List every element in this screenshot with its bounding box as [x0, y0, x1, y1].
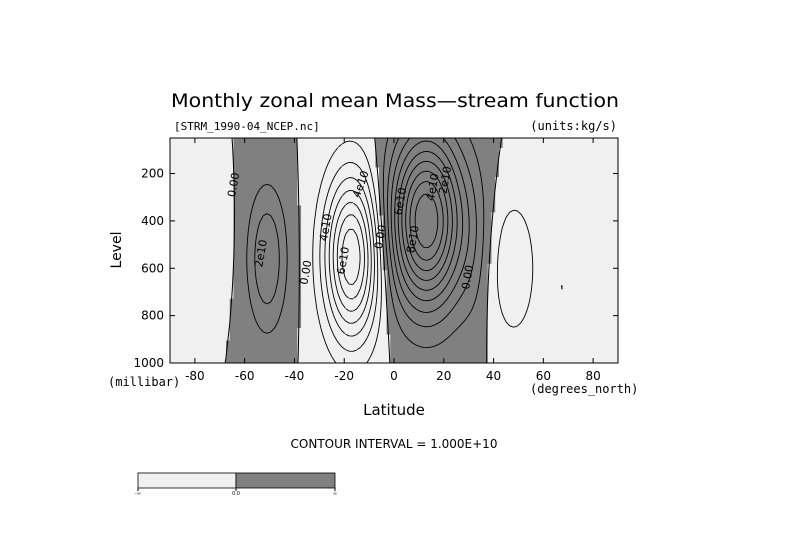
colorbar-label-zero: 0.0 — [232, 491, 240, 497]
contour-lines — [224, 138, 563, 363]
contour-label: 6e10 — [334, 246, 352, 276]
x-tick-label: -20 — [334, 369, 354, 383]
negative-contour — [328, 190, 372, 324]
y-tick-label: 800 — [141, 309, 164, 323]
units-label: (units:kg/s) — [530, 119, 617, 133]
y-axis: 200 400 600 800 1000 — [133, 167, 618, 370]
x-tick-label: 60 — [536, 369, 551, 383]
x-tick-label: 80 — [585, 369, 600, 383]
positive-region — [226, 138, 503, 363]
contour-label: 2e10 — [252, 239, 270, 269]
chart-title: Monthly zonal mean Mass—stream function — [171, 90, 619, 112]
contour-label: 4e10 — [317, 213, 335, 243]
contour-label: 0.00 — [225, 172, 242, 198]
contour-label: 0.00 — [459, 264, 476, 290]
contour-label: 6e10 — [392, 187, 410, 217]
negative-contour — [324, 177, 375, 337]
x-tick-label: 40 — [486, 369, 501, 383]
contour-label: 0.00 — [372, 224, 389, 250]
y-tick-label: 200 — [141, 167, 164, 181]
positive-contour — [414, 193, 439, 249]
positive-contour — [394, 140, 464, 302]
positive-shading — [226, 138, 503, 363]
contour-label: 2e10 — [436, 165, 454, 195]
y-tick-label: 1000 — [133, 356, 164, 370]
y-tick-label: 400 — [141, 214, 164, 228]
contour-label: 0.00 — [297, 259, 314, 285]
colorbar-label-max: ∞ — [333, 491, 337, 497]
negative-contour — [341, 228, 361, 285]
contour-label: 4e10 — [424, 172, 442, 202]
negative-contour — [336, 214, 365, 300]
colorbar-positive-swatch — [235, 472, 336, 489]
positive-contour — [409, 181, 444, 261]
colorbar-label-min: -∞ — [135, 491, 141, 497]
positive-contour — [405, 170, 449, 272]
y-tick-label: 600 — [141, 261, 164, 275]
contour-label: 8e10 — [404, 224, 422, 254]
x-axis: -80 -60 -40 -20 0 20 40 60 80 — [185, 138, 601, 383]
positive-contour — [390, 138, 470, 313]
x-tick-label: -60 — [235, 369, 255, 383]
colorbar: -∞ 0.0 ∞ — [135, 472, 337, 497]
positive-contour — [246, 138, 485, 348]
x-tick-label: -40 — [285, 369, 305, 383]
file-label: [STRM_1990-04_NCEP.nc] — [174, 120, 320, 133]
positive-contour — [254, 138, 477, 328]
negative-contour — [332, 202, 369, 312]
contour-interval-note: CONTOUR INTERVAL = 1.000E+10 — [291, 437, 498, 451]
positive-contour — [397, 151, 458, 291]
positive-contour — [401, 160, 453, 281]
y-axis-label: Level — [109, 232, 125, 269]
zero-contour — [224, 138, 503, 363]
negative-contour — [312, 140, 563, 363]
negative-contour — [319, 162, 379, 352]
x-tick-label: 0 — [390, 369, 398, 383]
x-axis-label: Latitude — [363, 401, 425, 419]
x-tick-label: -80 — [185, 369, 205, 383]
y-unit-label: (millibar) — [108, 375, 180, 389]
colorbar-negative-swatch — [137, 472, 237, 489]
x-unit-label: (degrees_north) — [530, 382, 638, 396]
x-tick-label: 20 — [436, 369, 451, 383]
